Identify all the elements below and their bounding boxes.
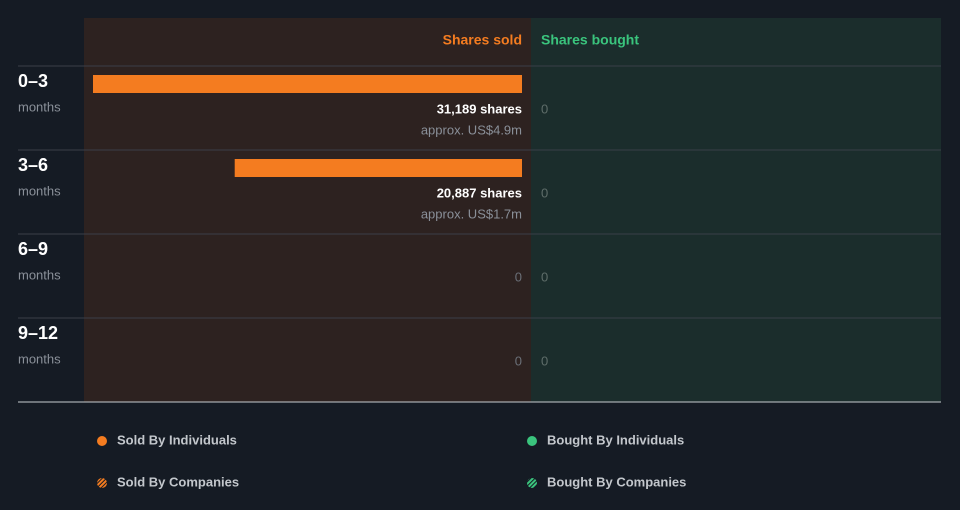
bar: [93, 75, 522, 93]
category-label: 9–12: [18, 323, 58, 343]
legend-marker: [527, 478, 537, 488]
legend-label: Sold By Individuals: [117, 432, 237, 447]
category-unit: months: [18, 99, 61, 114]
legend-label: Bought By Companies: [547, 474, 686, 489]
category-label: 6–9: [18, 239, 48, 259]
legend-marker: [527, 436, 537, 446]
usd-label: approx. US$1.7m: [421, 206, 522, 221]
category-label: 0–3: [18, 71, 48, 91]
value-label: 0: [541, 185, 548, 200]
legend-marker: [97, 478, 107, 488]
value-label: 0: [541, 353, 548, 368]
legend-label: Sold By Companies: [117, 474, 239, 489]
value-label: 0: [541, 101, 548, 116]
value-label: 20,887 shares: [437, 185, 522, 200]
usd-label: approx. US$4.9m: [421, 122, 522, 137]
category-label: 3–6: [18, 155, 48, 175]
legend-label: Bought By Individuals: [547, 432, 684, 447]
value-label: 31,189 shares: [437, 101, 522, 116]
value-label: 0: [515, 269, 522, 284]
sold-header: Shares sold: [443, 32, 522, 48]
bar: [234, 159, 522, 177]
bought-panel: [531, 18, 941, 402]
category-unit: months: [18, 351, 61, 366]
category-unit: months: [18, 183, 61, 198]
bought-header: Shares bought: [541, 32, 639, 48]
category-unit: months: [18, 267, 61, 282]
value-label: 0: [515, 353, 522, 368]
legend-marker: [97, 436, 107, 446]
value-label: 0: [541, 269, 548, 284]
